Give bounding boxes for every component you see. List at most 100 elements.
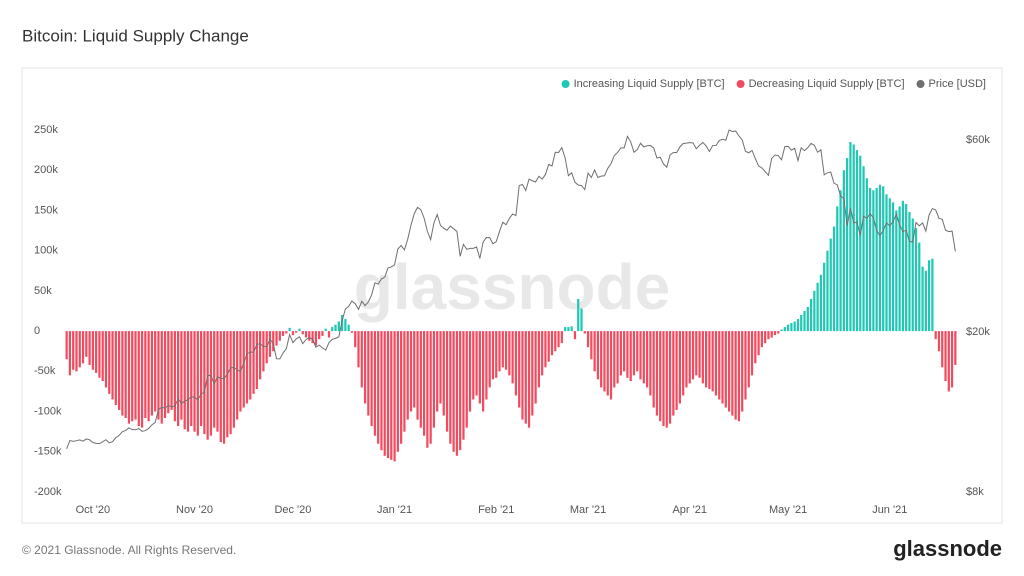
- bar: [685, 331, 688, 388]
- bar: [937, 331, 941, 352]
- bar: [819, 274, 823, 332]
- bar: [865, 178, 868, 332]
- bar: [747, 331, 750, 388]
- bar: [183, 331, 186, 430]
- bar: [898, 206, 901, 332]
- x-tick-label: Feb '21: [478, 504, 514, 516]
- bar: [193, 331, 196, 432]
- bar: [498, 331, 501, 372]
- bar: [537, 331, 540, 388]
- bar: [445, 331, 449, 432]
- bar: [895, 210, 898, 332]
- bar: [777, 331, 780, 334]
- bar: [426, 331, 429, 448]
- bar: [534, 331, 537, 404]
- bar: [186, 331, 190, 432]
- bar: [278, 331, 281, 341]
- bar: [245, 331, 249, 404]
- bar: [377, 331, 380, 444]
- bar: [236, 331, 239, 420]
- bar: [272, 331, 275, 352]
- bar: [754, 331, 757, 364]
- bar: [98, 331, 101, 378]
- bar: [695, 331, 698, 376]
- bar: [823, 262, 826, 332]
- bar: [550, 331, 554, 356]
- bar: [373, 331, 377, 436]
- bar: [944, 331, 947, 381]
- bar: [111, 331, 114, 400]
- bar: [547, 331, 550, 362]
- bar: [941, 331, 944, 368]
- bar: [783, 327, 786, 332]
- bar: [518, 331, 521, 408]
- bar: [468, 331, 472, 412]
- bar: [554, 331, 557, 352]
- bar: [252, 331, 255, 394]
- bar: [422, 331, 426, 436]
- bar: [324, 328, 327, 332]
- bar: [839, 190, 842, 332]
- bar: [557, 331, 560, 348]
- bar: [573, 331, 577, 340]
- bar: [623, 331, 626, 372]
- bar: [931, 258, 934, 332]
- bar: [275, 331, 278, 346]
- bar: [104, 331, 108, 388]
- bar: [95, 331, 98, 373]
- bar: [259, 331, 262, 380]
- bar: [68, 331, 72, 376]
- bar: [934, 331, 937, 340]
- bar: [560, 331, 563, 344]
- bar: [793, 321, 796, 332]
- bar: [101, 331, 104, 381]
- bar: [875, 187, 878, 332]
- bar: [570, 326, 573, 332]
- bar: [724, 331, 727, 408]
- bar: [331, 327, 334, 332]
- bar: [596, 331, 600, 380]
- bar: [816, 282, 819, 332]
- bar: [836, 206, 839, 332]
- bar: [177, 331, 180, 427]
- bar: [918, 242, 921, 332]
- bar: [439, 331, 442, 404]
- bar: [65, 331, 68, 360]
- x-tick-label: Oct '20: [76, 504, 111, 516]
- bar: [121, 331, 124, 416]
- bar: [600, 331, 603, 388]
- bar: [852, 144, 855, 332]
- bar: [199, 331, 203, 427]
- bar: [370, 331, 373, 427]
- y-tick-label: 0: [34, 325, 40, 337]
- bar: [383, 331, 386, 456]
- bar: [232, 331, 236, 428]
- bar: [485, 331, 488, 400]
- bar: [173, 331, 176, 422]
- bar: [891, 202, 895, 332]
- y-tick-label: 50k: [34, 285, 52, 297]
- bar: [229, 331, 232, 435]
- bar: [209, 331, 213, 436]
- bar: [885, 194, 888, 332]
- bar: [718, 331, 721, 400]
- bar: [806, 306, 809, 332]
- bar: [386, 331, 390, 459]
- bar: [160, 331, 163, 424]
- bar: [626, 331, 629, 378]
- bar: [360, 331, 363, 388]
- bar: [882, 186, 885, 332]
- bar: [495, 331, 498, 378]
- bar: [701, 331, 704, 384]
- bar: [350, 331, 354, 333]
- bar: [727, 331, 731, 412]
- bar: [652, 331, 655, 408]
- bar: [826, 250, 829, 332]
- bar: [737, 331, 741, 422]
- bar: [796, 319, 800, 332]
- bar: [475, 331, 478, 396]
- bar: [436, 331, 439, 412]
- watermark: glassnode: [354, 251, 671, 323]
- bar: [544, 331, 547, 368]
- bar: [285, 331, 288, 334]
